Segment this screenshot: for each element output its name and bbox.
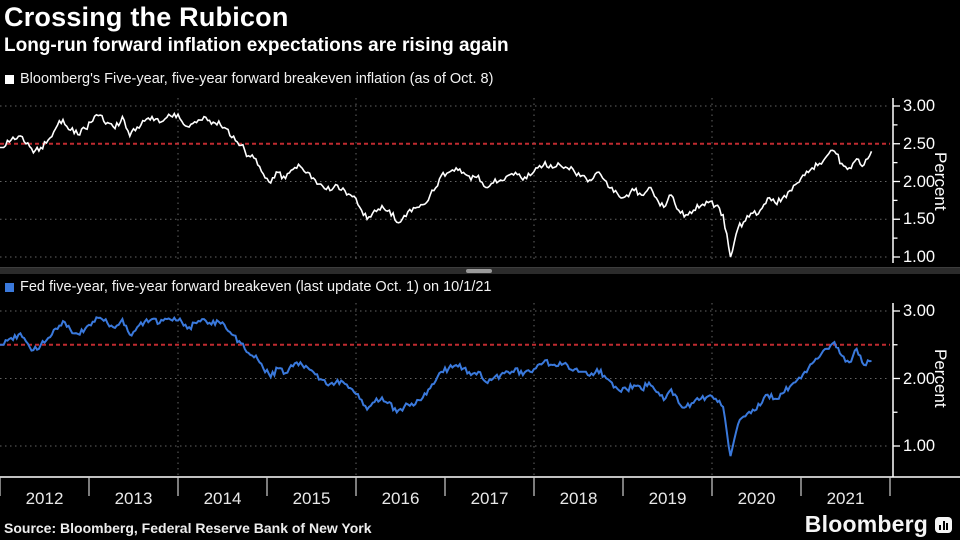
x-axis-year-label: 2017 <box>470 489 509 508</box>
y-axis-tick-label: 2.00 <box>903 369 936 388</box>
y-axis-tick-label: 1.00 <box>903 437 936 455</box>
legend-series-top-label: Bloomberg's Five-year, five-year forward… <box>20 71 494 87</box>
legend-series-bottom: Fed five-year, five-year forward breakev… <box>5 279 492 295</box>
x-axis-year-label: 2013 <box>114 489 153 508</box>
series-bottom-marker-icon <box>5 282 14 292</box>
y-axis-tick-label: 3.00 <box>903 302 936 320</box>
bloomberg-wordmark: Bloomberg <box>804 511 928 537</box>
y-axis-tick-label: 1.00 <box>903 248 936 266</box>
y-axis-tick-label: 1.50 <box>903 210 936 229</box>
y-axis-tick-label: 2.50 <box>903 134 936 153</box>
bloomberg-chart-icon <box>935 516 952 533</box>
page-title: Crossing the Rubicon <box>4 2 289 32</box>
x-axis-year-label: 2021 <box>826 489 865 508</box>
series-line-fed <box>0 316 872 457</box>
legend-series-bottom-label: Fed five-year, five-year forward breakev… <box>20 279 492 295</box>
y-axis-tick-label: 2.00 <box>903 172 936 191</box>
x-axis-year-label: 2012 <box>25 489 64 508</box>
series-line-bloomberg <box>0 111 873 258</box>
bloomberg-logo: Bloomberg <box>805 511 952 538</box>
x-axis-year-label: 2015 <box>292 489 331 508</box>
scrollbar-thumb[interactable] <box>466 269 492 273</box>
scrollbar-divider[interactable] <box>0 267 960 274</box>
x-axis-year-label: 2016 <box>381 489 420 508</box>
x-axis-year-label: 2018 <box>559 489 598 508</box>
y-axis-title-bottom: Percent <box>931 349 950 408</box>
page-subtitle: Long-run forward inflation expectations … <box>4 35 509 56</box>
y-axis-title-top: Percent <box>931 152 950 211</box>
x-axis-year-label: 2020 <box>737 489 776 508</box>
y-axis-tick-label: 3.00 <box>903 97 936 115</box>
x-axis-year-label: 2014 <box>203 489 242 508</box>
series-top-marker-icon <box>5 74 14 84</box>
source-note: Source: Bloomberg, Federal Reserve Bank … <box>4 520 372 536</box>
legend-series-top: Bloomberg's Five-year, five-year forward… <box>5 71 493 87</box>
x-axis-year-label: 2019 <box>648 489 687 508</box>
